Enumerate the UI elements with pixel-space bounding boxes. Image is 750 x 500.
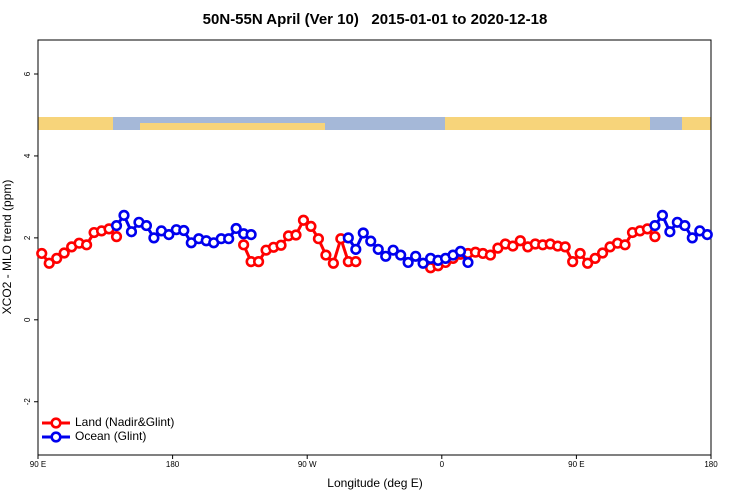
point: [230, 222, 242, 235]
point: [686, 232, 698, 244]
point: [327, 257, 339, 269]
point: [701, 228, 713, 241]
point: [596, 247, 609, 259]
legend-label: Land (Nadir&Glint): [75, 415, 174, 429]
point: [58, 247, 70, 259]
x-tick-label: 90 E: [568, 460, 584, 469]
point: [664, 226, 676, 238]
land-ocean-strip: [38, 117, 711, 130]
point: [36, 247, 48, 260]
point: [380, 250, 392, 262]
point: [357, 227, 369, 239]
y-tick-label: 6: [23, 71, 32, 76]
point: [582, 257, 594, 269]
point: [507, 240, 519, 252]
y-tick-label: 4: [23, 153, 32, 158]
point: [238, 239, 250, 251]
point: [297, 214, 310, 226]
point: [574, 247, 586, 260]
legend-marker: [50, 431, 62, 443]
point: [342, 232, 354, 244]
point: [679, 219, 691, 232]
legend-label: Ocean (Glint): [75, 429, 146, 443]
point: [81, 239, 93, 251]
point: [350, 256, 362, 268]
point: [252, 256, 265, 268]
point: [305, 220, 317, 233]
x-tick-label: 90 E: [30, 460, 46, 469]
point: [514, 235, 526, 247]
point: [395, 249, 407, 261]
point: [118, 209, 130, 221]
point: [559, 241, 571, 253]
point: [387, 244, 399, 256]
point: [320, 249, 332, 261]
chart-title: 50N-55N April (Ver 10) 2015-01-01 to 202…: [203, 11, 548, 28]
point: [567, 256, 579, 268]
point: [589, 252, 601, 264]
point: [454, 245, 467, 257]
point: [51, 252, 63, 264]
point: [656, 209, 668, 221]
point: [290, 229, 302, 241]
point: [43, 257, 55, 269]
point: [619, 239, 631, 251]
point: [484, 249, 497, 261]
point: [163, 228, 175, 241]
plot-frame: [37, 39, 712, 456]
point: [275, 239, 287, 251]
point: [178, 224, 190, 237]
x-tick-label: 180: [166, 460, 180, 469]
x-axis-label: Longitude (deg E): [327, 476, 422, 490]
point: [417, 257, 429, 269]
x-tick-label: 0: [440, 460, 445, 469]
point: [125, 226, 138, 238]
point: [312, 233, 325, 245]
legend-marker: [50, 417, 62, 429]
point: [410, 250, 422, 262]
point: [140, 219, 153, 232]
y-tick-label: -2: [23, 398, 32, 406]
point: [148, 232, 160, 244]
point: [245, 228, 257, 241]
point: [649, 231, 661, 243]
y-tick-label: 0: [23, 317, 32, 322]
y-tick-label: 2: [23, 235, 32, 240]
x-tick-label: 90 W: [298, 460, 317, 469]
point: [402, 256, 414, 269]
x-tick-label: 180: [704, 460, 718, 469]
point: [350, 243, 362, 255]
point: [365, 235, 377, 247]
point: [372, 243, 384, 255]
point: [223, 233, 235, 245]
point: [110, 219, 123, 232]
point: [110, 231, 123, 243]
point: [462, 256, 474, 269]
y-axis-label: XCO2 - MLO trend (ppm): [0, 180, 14, 315]
point: [649, 219, 661, 232]
